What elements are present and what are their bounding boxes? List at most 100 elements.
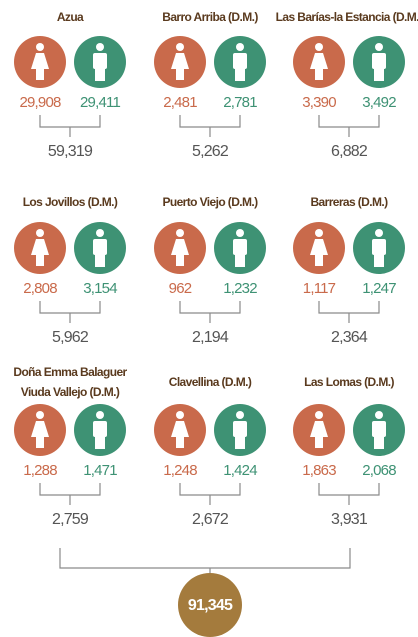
female-icon-legs: [36, 69, 44, 80]
bracket: [39, 301, 101, 323]
female-count: 1,288: [23, 462, 57, 479]
male-icon-body: [372, 53, 386, 69]
female-icon-body: [171, 53, 189, 69]
region: Las Barías-la Estancia (D.M.) 3,390 3,492 6…: [276, 10, 418, 160]
female-count: 2,481: [163, 94, 197, 111]
region-name: Puerto Viejo (D.M.): [162, 195, 258, 209]
male-icon-head: [375, 229, 383, 237]
male-icon-body: [233, 53, 247, 69]
male-icon-legs: [95, 255, 105, 267]
female-icon-head: [315, 411, 323, 419]
female-icon-body: [310, 53, 328, 69]
female-icon-legs: [315, 437, 323, 448]
region-total: 2,759: [52, 511, 89, 528]
male-icon-legs: [235, 69, 245, 81]
bracket: [318, 301, 380, 323]
female-icon-head: [176, 229, 184, 237]
male-icon-legs: [374, 437, 384, 449]
grand-bracket: [59, 548, 351, 575]
male-count: 1,247: [362, 280, 396, 297]
region-total: 6,882: [331, 143, 368, 160]
region-name: Clavellina (D.M.): [169, 375, 252, 389]
grand-total: 91,345: [188, 597, 233, 614]
bracket: [318, 483, 380, 505]
region: Barreras (D.M.) 1,117 1,247 2,364: [293, 195, 405, 346]
region-total: 2,194: [192, 329, 229, 346]
region-total: 2,364: [331, 329, 368, 346]
male-icon-legs: [374, 255, 384, 267]
female-icon-body: [310, 239, 328, 255]
female-icon-legs: [176, 69, 184, 80]
region: Puerto Viejo (D.M.) 962 1,232 2,194: [154, 195, 266, 346]
bracket: [179, 301, 241, 323]
bracket: [179, 483, 241, 505]
female-icon-head: [176, 411, 184, 419]
female-icon-body: [171, 239, 189, 255]
male-icon-head: [236, 43, 244, 51]
female-icon-body: [31, 421, 49, 437]
male-icon-legs: [235, 437, 245, 449]
bracket: [39, 115, 101, 137]
female-icon-head: [176, 43, 184, 51]
female-icon-legs: [176, 255, 184, 266]
male-count: 3,492: [362, 94, 396, 111]
female-icon-body: [31, 53, 49, 69]
region-name: Barro Arriba (D.M.): [162, 10, 258, 24]
region-name: Los Jovillos (D.M.): [23, 195, 118, 209]
female-count: 1,248: [163, 462, 197, 479]
region-name: Azua: [57, 10, 84, 24]
region-name: Las Barías-la Estancia (D.M.): [276, 10, 418, 24]
male-icon-legs: [374, 69, 384, 81]
region: Clavellina (D.M.) 1,248 1,424 2,672: [154, 375, 266, 528]
bracket: [179, 115, 241, 137]
male-icon-legs: [95, 437, 105, 449]
male-icon-body: [93, 239, 107, 255]
male-icon-body: [233, 421, 247, 437]
male-icon-head: [96, 229, 104, 237]
male-count: 2,781: [223, 94, 257, 111]
female-icon-head: [36, 411, 44, 419]
female-icon-body: [171, 421, 189, 437]
female-icon-head: [36, 229, 44, 237]
male-icon-body: [233, 239, 247, 255]
male-icon-legs: [95, 69, 105, 81]
male-icon-head: [236, 229, 244, 237]
female-icon-head: [36, 43, 44, 51]
male-count: 29,411: [80, 94, 120, 111]
female-count: 962: [169, 280, 192, 297]
region-total: 59,319: [48, 143, 93, 160]
male-icon-head: [375, 411, 383, 419]
region: Las Lomas (D.M.) 1,863 2,068 3,931: [293, 375, 405, 528]
female-count: 1,863: [302, 462, 336, 479]
male-count: 1,424: [223, 462, 257, 479]
female-icon-legs: [176, 437, 184, 448]
region: Barro Arriba (D.M.) 2,481 2,781 5,262: [154, 10, 266, 160]
male-count: 2,068: [362, 462, 396, 479]
female-icon-legs: [36, 255, 44, 266]
grand-circle: [178, 573, 242, 637]
male-icon-body: [93, 53, 107, 69]
male-icon-head: [96, 43, 104, 51]
bracket: [39, 483, 101, 505]
female-icon-head: [315, 43, 323, 51]
male-icon-body: [372, 421, 386, 437]
region-name: Barreras (D.M.): [310, 195, 388, 209]
region-name: Las Lomas (D.M.): [304, 375, 394, 389]
female-icon-body: [310, 421, 328, 437]
female-count: 3,390: [302, 94, 336, 111]
region: Los Jovillos (D.M.) 2,808 3,154 5,962: [14, 195, 126, 346]
female-count: 29,908: [19, 94, 61, 111]
male-icon-head: [236, 411, 244, 419]
region-name: Doña Emma Balaguer: [13, 365, 127, 379]
male-count: 3,154: [83, 280, 117, 297]
female-icon-head: [315, 229, 323, 237]
male-count: 1,471: [83, 462, 117, 479]
region-total: 5,262: [192, 143, 229, 160]
female-icon-legs: [315, 255, 323, 266]
region-total: 3,931: [331, 511, 368, 528]
bracket: [318, 115, 380, 137]
male-icon-body: [93, 421, 107, 437]
region: Doña Emma Balaguer Viuda Vallejo (D.M.) 1,…: [13, 365, 128, 528]
female-icon-legs: [315, 69, 323, 80]
